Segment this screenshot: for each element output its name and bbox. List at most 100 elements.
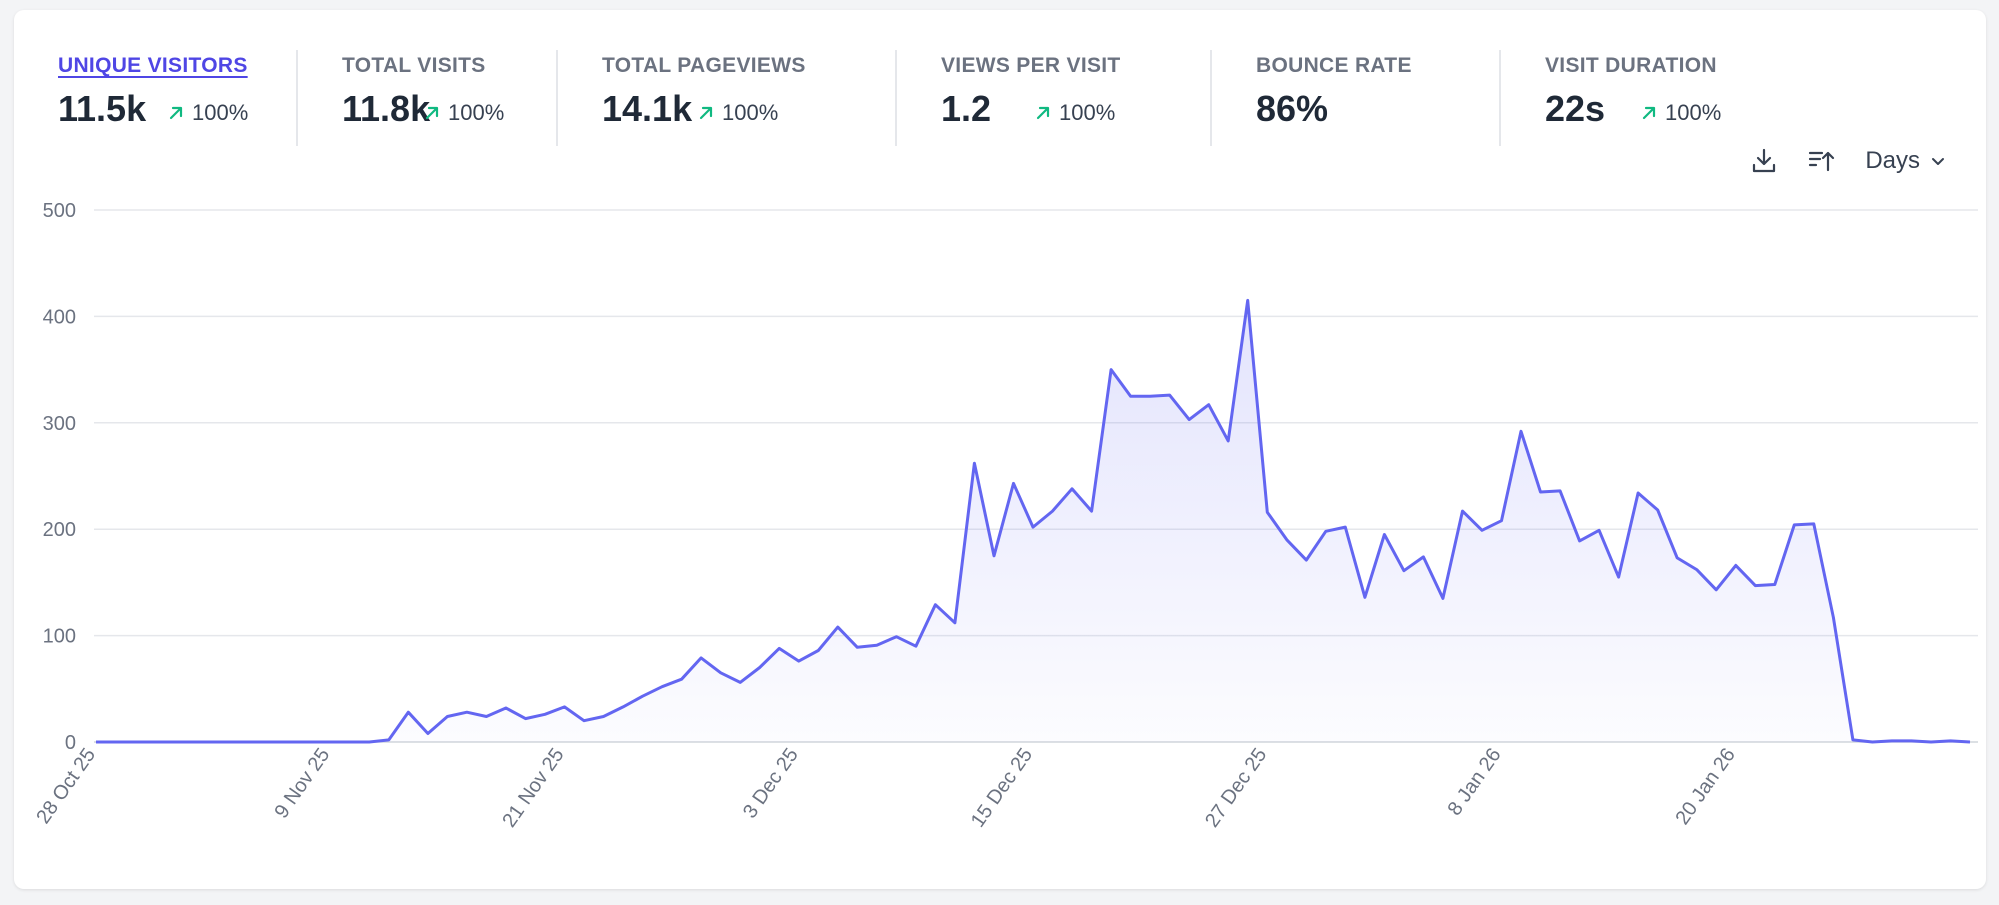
- data-point[interactable]: [561, 703, 569, 711]
- data-point[interactable]: [1302, 556, 1310, 564]
- data-point[interactable]: [1263, 508, 1271, 516]
- data-point[interactable]: [1010, 479, 1018, 487]
- data-point[interactable]: [522, 715, 530, 723]
- data-point[interactable]: [1654, 506, 1662, 514]
- data-point[interactable]: [600, 713, 608, 721]
- metric-visit-duration[interactable]: VISIT DURATION 22s 100%: [1501, 40, 1785, 144]
- download-icon[interactable]: [1749, 146, 1779, 176]
- data-point[interactable]: [1966, 738, 1974, 746]
- data-point[interactable]: [658, 683, 666, 691]
- data-point[interactable]: [1615, 573, 1623, 581]
- data-point[interactable]: [1459, 507, 1467, 515]
- data-point[interactable]: [1556, 487, 1564, 495]
- data-point[interactable]: [639, 692, 647, 700]
- data-point[interactable]: [404, 708, 412, 716]
- metric-views-per-visit[interactable]: VIEWS PER VISIT 1.2 100%: [897, 40, 1212, 146]
- data-point[interactable]: [1810, 520, 1818, 528]
- data-point[interactable]: [482, 713, 490, 721]
- data-point[interactable]: [1576, 537, 1584, 545]
- data-point[interactable]: [1088, 507, 1096, 515]
- data-point[interactable]: [190, 738, 198, 746]
- metric-label[interactable]: VIEWS PER VISIT: [941, 54, 1121, 77]
- data-point[interactable]: [268, 738, 276, 746]
- data-point[interactable]: [112, 738, 120, 746]
- data-point[interactable]: [463, 708, 471, 716]
- data-point[interactable]: [229, 738, 237, 746]
- data-point[interactable]: [1361, 593, 1369, 601]
- data-point[interactable]: [678, 675, 686, 683]
- data-point[interactable]: [795, 657, 803, 665]
- data-point[interactable]: [912, 642, 920, 650]
- data-point[interactable]: [1029, 523, 1037, 531]
- data-point[interactable]: [1732, 561, 1740, 569]
- data-point[interactable]: [736, 678, 744, 686]
- data-point[interactable]: [424, 730, 432, 738]
- data-point[interactable]: [619, 703, 627, 711]
- metric-total-pageviews[interactable]: TOTAL PAGEVIEWS 14.1k 100%: [558, 40, 897, 146]
- metric-total-visits[interactable]: TOTAL VISITS 11.8k 100%: [298, 40, 558, 146]
- data-point[interactable]: [170, 738, 178, 746]
- data-point[interactable]: [1849, 736, 1857, 744]
- data-point[interactable]: [1341, 523, 1349, 531]
- data-point[interactable]: [814, 647, 822, 655]
- data-point[interactable]: [326, 738, 334, 746]
- data-point[interactable]: [1322, 527, 1330, 535]
- data-point[interactable]: [1537, 488, 1545, 496]
- data-point[interactable]: [1419, 553, 1427, 561]
- data-point[interactable]: [1283, 536, 1291, 544]
- data-point[interactable]: [931, 601, 939, 609]
- data-point[interactable]: [970, 459, 978, 467]
- data-point[interactable]: [443, 713, 451, 721]
- data-point[interactable]: [1790, 521, 1798, 529]
- metric-label[interactable]: VISIT DURATION: [1545, 54, 1717, 77]
- data-point[interactable]: [1146, 392, 1154, 400]
- data-point[interactable]: [287, 738, 295, 746]
- data-point[interactable]: [248, 738, 256, 746]
- data-point[interactable]: [1205, 401, 1213, 409]
- data-point[interactable]: [1439, 594, 1447, 602]
- data-point[interactable]: [92, 738, 100, 746]
- data-point[interactable]: [756, 664, 764, 672]
- data-point[interactable]: [951, 619, 959, 627]
- data-point[interactable]: [1751, 582, 1759, 590]
- data-point[interactable]: [892, 633, 900, 641]
- data-point[interactable]: [1673, 554, 1681, 562]
- data-point[interactable]: [385, 736, 393, 744]
- data-point[interactable]: [1478, 526, 1486, 534]
- metric-label[interactable]: TOTAL VISITS: [342, 54, 486, 77]
- data-point[interactable]: [834, 623, 842, 631]
- data-point[interactable]: [1693, 566, 1701, 574]
- data-point[interactable]: [209, 738, 217, 746]
- data-point[interactable]: [1888, 737, 1896, 745]
- data-point[interactable]: [307, 738, 315, 746]
- data-point[interactable]: [853, 643, 861, 651]
- data-point[interactable]: [1517, 427, 1525, 435]
- data-point[interactable]: [717, 669, 725, 677]
- data-point[interactable]: [151, 738, 159, 746]
- data-point[interactable]: [346, 738, 354, 746]
- data-point[interactable]: [1634, 489, 1642, 497]
- data-point[interactable]: [1166, 391, 1174, 399]
- data-point[interactable]: [1049, 507, 1057, 515]
- metric-label[interactable]: TOTAL PAGEVIEWS: [602, 54, 806, 77]
- data-point[interactable]: [775, 644, 783, 652]
- data-point[interactable]: [131, 738, 139, 746]
- data-point[interactable]: [1947, 737, 1955, 745]
- data-point[interactable]: [365, 738, 373, 746]
- data-point[interactable]: [1829, 614, 1837, 622]
- data-point[interactable]: [1595, 526, 1603, 534]
- metric-unique-visitors[interactable]: UNIQUE VISITORS 11.5k 100%: [14, 40, 298, 146]
- data-point[interactable]: [1868, 738, 1876, 746]
- sort-icon[interactable]: [1807, 146, 1837, 176]
- data-point[interactable]: [1107, 366, 1115, 374]
- data-point[interactable]: [1224, 437, 1232, 445]
- metric-bounce-rate[interactable]: BOUNCE RATE 86%: [1212, 40, 1501, 146]
- data-point[interactable]: [580, 717, 588, 725]
- data-point[interactable]: [1380, 531, 1388, 539]
- data-point[interactable]: [873, 641, 881, 649]
- data-point[interactable]: [1400, 567, 1408, 575]
- data-point[interactable]: [1712, 586, 1720, 594]
- data-point[interactable]: [1068, 485, 1076, 493]
- metric-label[interactable]: BOUNCE RATE: [1256, 54, 1412, 77]
- data-point[interactable]: [990, 552, 998, 560]
